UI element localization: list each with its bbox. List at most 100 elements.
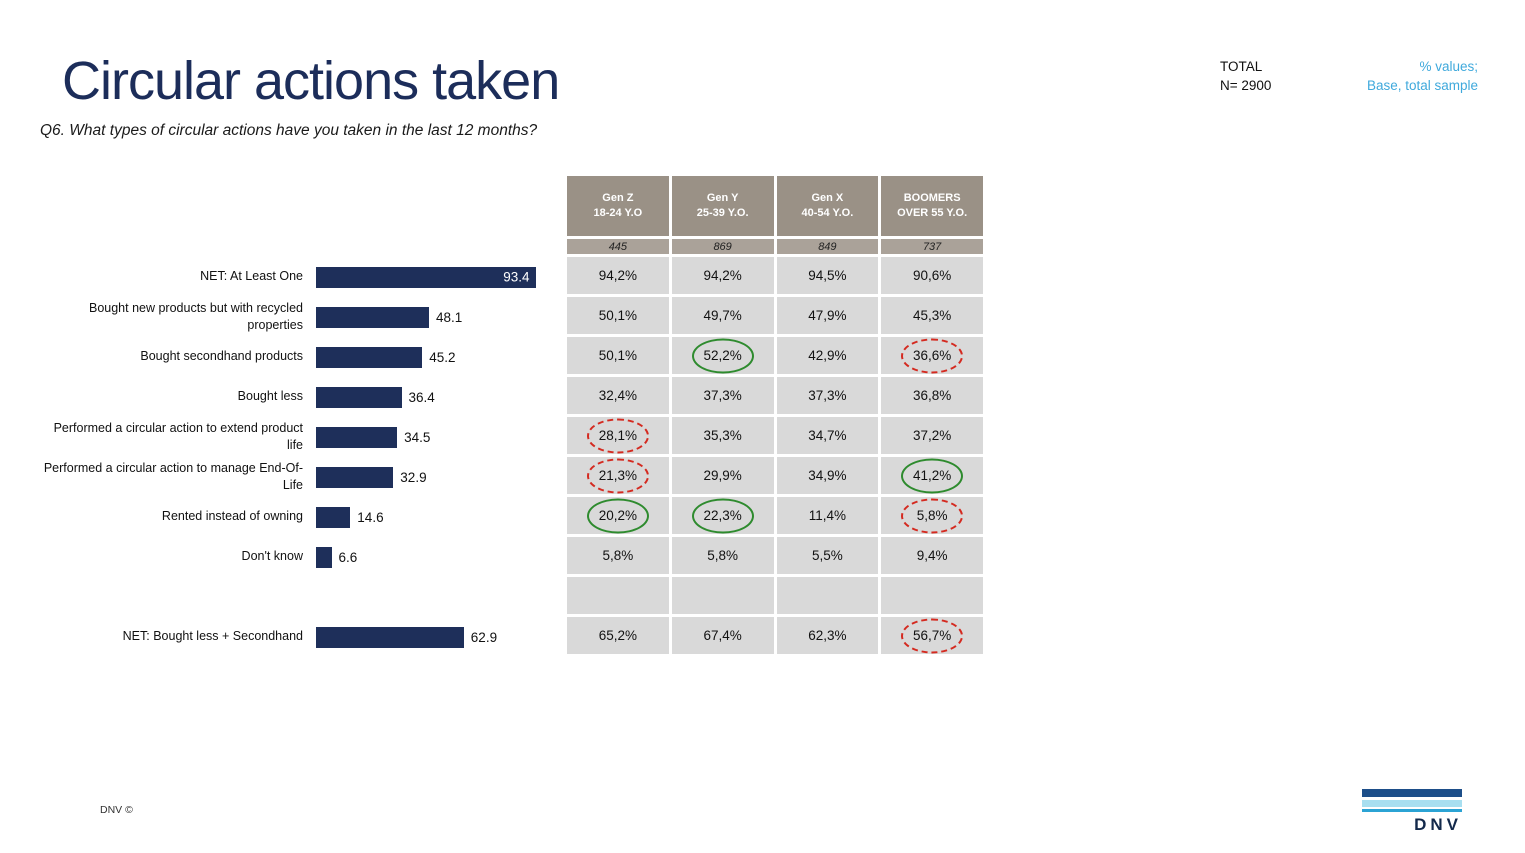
- cell-value: 45,3%: [912, 308, 952, 323]
- cell-value: 36,8%: [912, 388, 952, 403]
- table-base-row: 445 869 849 737: [567, 239, 983, 254]
- table-cell: 50,1%: [567, 337, 669, 374]
- table-column-header: BOOMERS OVER 55 Y.O.: [881, 176, 983, 236]
- cell-value: 34,7%: [808, 428, 847, 443]
- bar-value: 45.2: [429, 349, 456, 365]
- bar-value: 48.1: [436, 309, 463, 325]
- table-row: 50,1% 52,2% 42,9% 36,6%: [567, 337, 983, 374]
- bar-row: Performed a circular action to extend pr…: [36, 417, 567, 457]
- table-column-header: Gen Z 18-24 Y.O: [567, 176, 669, 236]
- cell-value: 22,3%: [703, 508, 742, 523]
- sample-info: TOTAL N= 2900 % values; Base, total samp…: [1220, 58, 1478, 96]
- bar-category-label: Bought new products but with recycled pr…: [88, 300, 303, 333]
- table-cell: 34,9%: [776, 457, 879, 494]
- bar-row: Rented instead of owning 14.6: [36, 497, 567, 537]
- table-cell: 36,8%: [881, 377, 983, 414]
- table-row: 5,8% 5,8% 5,5% 9,4%: [567, 537, 983, 574]
- base-value: 737: [881, 239, 983, 254]
- table-cell: 67,4%: [671, 617, 774, 654]
- bar-value: 62.9: [470, 629, 498, 645]
- bar-value: 14.6: [357, 509, 384, 525]
- bar-category-label: Bought secondhand products: [140, 349, 303, 364]
- cell-value: 35,3%: [703, 428, 742, 443]
- table-cell: 29,9%: [671, 457, 774, 494]
- bar-chart: NET: At Least One 93.4 Bought new products…: [36, 176, 567, 657]
- table-cell: 5,8%: [671, 537, 774, 574]
- table-cell: 56,7%: [881, 617, 983, 654]
- table-cell: [567, 577, 669, 614]
- table-cell: 32,4%: [567, 377, 669, 414]
- cell-value: 41,2%: [912, 468, 952, 483]
- bar-category-label: Performed a circular action to extend pr…: [53, 420, 303, 453]
- chart-spacer: [36, 577, 567, 617]
- cell-value: 65,2%: [598, 628, 638, 643]
- logo-bar-teal: [1362, 809, 1462, 812]
- cell-value: 37,2%: [912, 428, 952, 443]
- column-header-line2: 18-24 Y.O: [593, 207, 643, 219]
- table-cell: 41,2%: [881, 457, 983, 494]
- cell-value: 32,4%: [598, 388, 638, 403]
- table-cell: 28,1%: [567, 417, 669, 454]
- table-cell: 5,5%: [776, 537, 879, 574]
- column-header-line1: BOOMERS: [903, 192, 961, 205]
- bar: [316, 626, 464, 648]
- bar-value: 36.4: [408, 389, 435, 405]
- bar-value: 93.4: [503, 269, 530, 285]
- values-note: % values; Base, total sample: [1367, 58, 1478, 96]
- total-label: TOTAL: [1220, 59, 1263, 74]
- column-header-line2: 25-39 Y.O.: [696, 207, 749, 219]
- bar-category-label: Bought less: [237, 389, 303, 404]
- table-row: 94,2% 94,2% 94,5% 90,6%: [567, 257, 983, 294]
- generation-table: Gen Z 18-24 Y.O Gen Y 25-39 Y.O. Gen X 40-54 …: [567, 176, 983, 657]
- bar: [316, 306, 429, 328]
- table-cell: [881, 577, 983, 614]
- bar-value: 32.9: [400, 469, 427, 485]
- cell-value: 37,3%: [808, 388, 847, 403]
- column-header-line2: 40-54 Y.O.: [801, 207, 854, 219]
- cell-value: 47,9%: [808, 308, 847, 323]
- cell-value: 5,8%: [602, 548, 634, 563]
- values-note-line1: % values;: [1419, 59, 1478, 74]
- table-column-header: Gen X 40-54 Y.O.: [776, 176, 879, 236]
- table-cell: 94,2%: [567, 257, 669, 294]
- cell-value: 52,2%: [703, 348, 742, 363]
- bar-row: Performed a circular action to manage En…: [36, 457, 567, 497]
- cell-value: 11,4%: [808, 508, 847, 523]
- cell-value: 29,9%: [703, 468, 742, 483]
- table-row: 20,2% 22,3% 11,4% 5,8%: [567, 497, 983, 534]
- table-cell: 22,3%: [671, 497, 774, 534]
- cell-value: 21,3%: [598, 468, 638, 483]
- table-header-row: Gen Z 18-24 Y.O Gen Y 25-39 Y.O. Gen X 40-54 …: [567, 176, 983, 236]
- cell-value: 36,6%: [912, 348, 952, 363]
- table-cell: 37,3%: [776, 377, 879, 414]
- bar-category-label: Performed a circular action to manage En…: [43, 460, 303, 493]
- cell-value: 20,2%: [598, 508, 638, 523]
- bar-track: 34.5: [316, 426, 567, 448]
- column-header-line2: OVER 55 Y.O.: [897, 207, 968, 219]
- cell-value: 5,5%: [811, 548, 843, 563]
- table-cell: 90,6%: [881, 257, 983, 294]
- table-cell: 21,3%: [567, 457, 669, 494]
- logo-bar-light: [1362, 800, 1462, 807]
- bar-value: 6.6: [338, 549, 358, 565]
- bar-track: 93.4: [316, 266, 567, 288]
- bar-track: 62.9: [316, 626, 567, 648]
- bar: [316, 426, 398, 448]
- table-cell: 47,9%: [776, 297, 879, 334]
- table-cell: 62,3%: [776, 617, 879, 654]
- cell-value: 37,3%: [703, 388, 742, 403]
- main-content: NET: At Least One 93.4 Bought new products…: [36, 176, 983, 657]
- table-cell: 50,1%: [567, 297, 669, 334]
- bar-row: NET: Bought less + Secondhand 62.9: [36, 617, 567, 657]
- base-value: 445: [567, 239, 669, 254]
- table-cell: 42,9%: [776, 337, 879, 374]
- total-block: TOTAL N= 2900: [1220, 58, 1271, 96]
- bar: [316, 386, 402, 408]
- bar-row: Bought secondhand products 45.2: [36, 337, 567, 377]
- values-note-line2: Base, total sample: [1366, 77, 1478, 93]
- table-row: 50,1% 49,7% 47,9% 45,3%: [567, 297, 983, 334]
- table-row: [567, 577, 983, 614]
- cell-value: 50,1%: [598, 348, 638, 363]
- cell-value: 28,1%: [598, 428, 638, 443]
- table-cell: 49,7%: [671, 297, 774, 334]
